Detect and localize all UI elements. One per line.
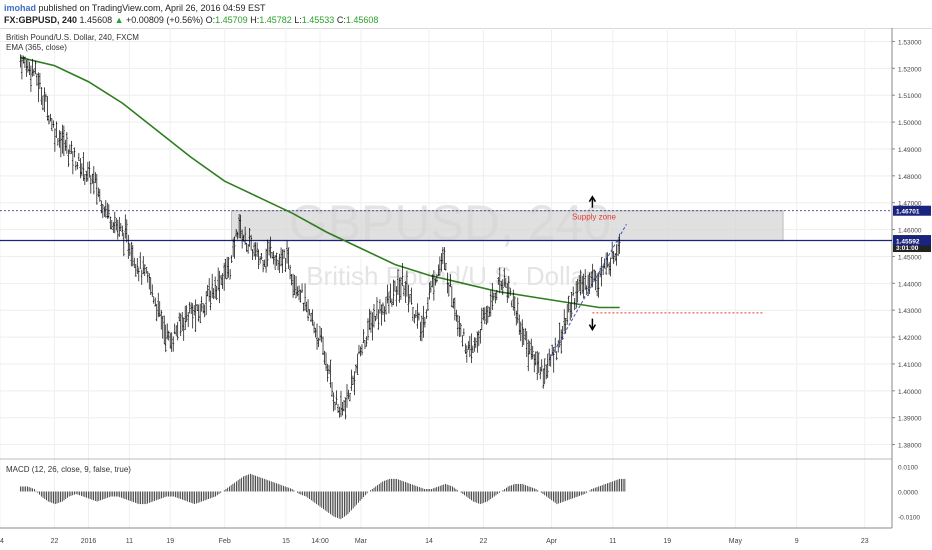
time-tick-label: 23 xyxy=(861,538,869,545)
ema-legend: EMA (365, close) xyxy=(6,43,67,52)
time-tick-label: 22 xyxy=(51,538,59,545)
price-tick-label: 1.43000 xyxy=(898,308,922,315)
price-tick-label: 1.49000 xyxy=(898,147,922,154)
supply-zone-box[interactable] xyxy=(231,210,784,242)
time-tick-label: 14:00 xyxy=(311,538,329,545)
price-tick-label: 1.44000 xyxy=(898,281,922,288)
price-badge-bg xyxy=(893,242,931,253)
chart-title: British Pound/U.S. Dollar, 240, FXCM xyxy=(6,33,139,42)
grid xyxy=(0,28,893,529)
price-tick-label: 1.39000 xyxy=(898,416,922,423)
horizontal-levels xyxy=(0,210,892,314)
time-tick-label: 2016 xyxy=(81,538,97,545)
macd-histogram xyxy=(20,473,626,520)
macd-legend: MACD (12, 26, close, 9, false, true) xyxy=(6,465,131,474)
macd-tick-label: 0.0000 xyxy=(898,489,918,496)
time-tick-label: 14 xyxy=(425,538,433,545)
price-bars xyxy=(19,54,621,420)
macd-tick-label: -0.0100 xyxy=(898,515,920,522)
price-tick-label: 1.52000 xyxy=(898,66,922,73)
time-tick-label: 9 xyxy=(795,538,799,545)
ema-line xyxy=(20,56,620,309)
macd-tick-label: 0.0100 xyxy=(898,464,918,471)
symbol-label: FX:GBPUSD, 240 xyxy=(4,15,78,25)
chart-header: imohad published on TradingView.com, Apr… xyxy=(0,0,932,29)
direction-arrows xyxy=(588,195,597,332)
price-badge-bg xyxy=(893,235,931,246)
arrow-up-icon xyxy=(588,195,597,203)
price-tick-label: 1.40000 xyxy=(898,389,922,396)
time-tick-label: 14 xyxy=(0,538,4,545)
high-value: 1.45782 xyxy=(259,15,292,25)
low-label: L: xyxy=(294,15,302,25)
close-value: 1.45608 xyxy=(345,15,379,25)
price-tick-label: 1.47000 xyxy=(898,201,922,208)
trend-line-path xyxy=(551,223,627,357)
time-tick-label: 19 xyxy=(663,538,671,545)
time-tick-label: May xyxy=(729,538,743,545)
low-value: 1.45533 xyxy=(301,15,335,25)
supply-zone-label: Supply zone xyxy=(572,213,617,222)
price-badge-label: 1.45592 xyxy=(896,239,920,246)
time-tick-label: 11 xyxy=(609,538,616,545)
price-tick-label: 1.41000 xyxy=(898,362,922,369)
price-badge-label: 1.46701 xyxy=(896,209,920,216)
close-label: C: xyxy=(336,15,346,25)
axes: 1.53000 1.52000 1.51000 1.50000 1.49000 1.480… xyxy=(0,39,922,545)
price-tick-label: 1.50000 xyxy=(898,120,922,127)
price-badge-label: 3:01:00 xyxy=(896,245,919,252)
price-badge-bg xyxy=(893,205,931,216)
trend-line[interactable] xyxy=(551,223,627,357)
time-tick-label: 22 xyxy=(480,538,488,545)
arrow-down-icon xyxy=(588,324,597,332)
ohlc-line: FX:GBPUSD, 240 1.45608 ▲ +0.00809 (+0.56… xyxy=(4,15,378,25)
username-link[interactable]: imohad xyxy=(4,3,37,13)
published-text: published on TradingView.com, April 26, … xyxy=(38,3,266,13)
price-tick-label: 1.53000 xyxy=(898,39,922,46)
up-arrow-icon: ▲ xyxy=(114,15,124,25)
price-tick-label: 1.51000 xyxy=(898,93,922,100)
price-badges: 1.467011.456083:01:001.45592 xyxy=(893,205,931,253)
price-tick-label: 1.45000 xyxy=(898,254,922,261)
watermark: GBPUSD, 240 British Pound/U.S. Dollar xyxy=(289,195,611,291)
price-tick-label: 1.42000 xyxy=(898,335,922,342)
time-tick-label: Mar xyxy=(355,538,368,545)
ema-path xyxy=(20,56,620,309)
time-tick-label: Feb xyxy=(219,538,231,545)
time-tick-label: Apr xyxy=(546,538,558,545)
change-value: +0.00809 (+0.56%) xyxy=(126,15,204,25)
time-tick-label: 19 xyxy=(166,538,174,545)
time-tick-label: 11 xyxy=(126,538,133,545)
open-label: O: xyxy=(205,15,216,25)
publisher-line: imohad published on TradingView.com, Apr… xyxy=(4,3,266,13)
open-value: 1.45709 xyxy=(215,15,248,25)
price-tick-label: 1.46000 xyxy=(898,228,922,235)
price-tick-label: 1.38000 xyxy=(898,443,922,450)
price-tick-label: 1.48000 xyxy=(898,174,922,181)
high-label: H: xyxy=(250,15,260,25)
time-tick-label: 15 xyxy=(282,538,290,545)
last-price: 1.45608 xyxy=(79,15,113,25)
